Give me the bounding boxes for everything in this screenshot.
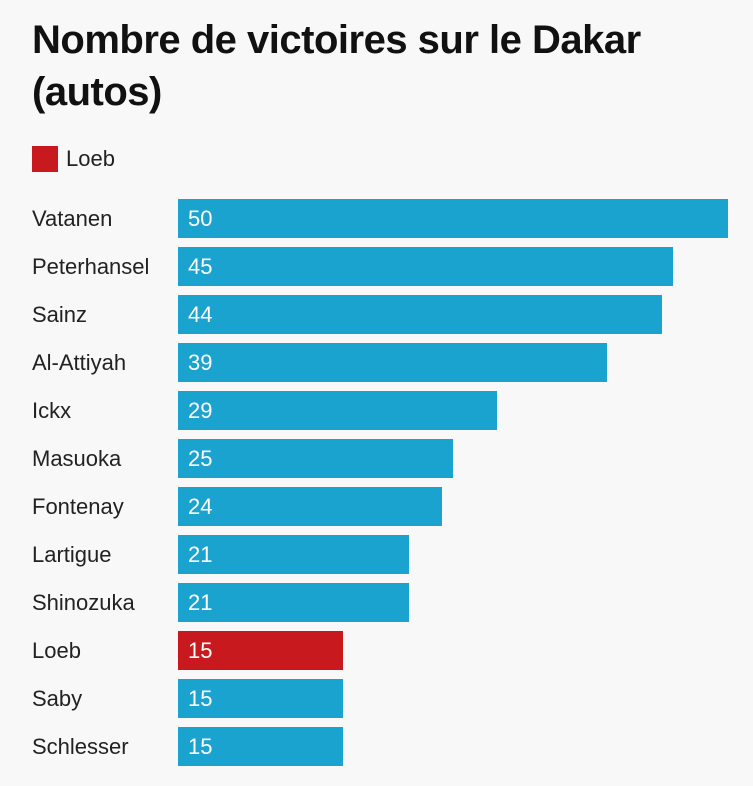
category-label-fontenay: Fontenay [32, 494, 124, 519]
bar-peterhansel [178, 247, 673, 286]
category-label-ickx: Ickx [32, 398, 71, 423]
category-label-masuoka: Masuoka [32, 446, 122, 471]
value-label-al-attiyah: 39 [188, 350, 212, 375]
bar-saby [178, 679, 343, 718]
bar-vatanen [178, 199, 728, 238]
bar-loeb [178, 631, 343, 670]
bar-lartigue [178, 535, 409, 574]
category-label-sainz: Sainz [32, 302, 87, 327]
legend-swatch-loeb [32, 146, 58, 172]
value-label-vatanen: 50 [188, 206, 212, 231]
value-label-sainz: 44 [188, 302, 212, 327]
value-label-fontenay: 24 [188, 494, 212, 519]
chart-title: Nombre de victoires sur le Dakar (autos) [32, 18, 641, 114]
bar-al-attiyah [178, 343, 607, 382]
bar-fontenay [178, 487, 442, 526]
value-label-lartigue: 21 [188, 542, 212, 567]
category-label-schlesser: Schlesser [32, 734, 129, 759]
category-label-lartigue: Lartigue [32, 542, 112, 567]
category-label-saby: Saby [32, 686, 82, 711]
bar-schlesser [178, 727, 343, 766]
category-label-vatanen: Vatanen [32, 206, 112, 231]
bar-masuoka [178, 439, 453, 478]
value-label-loeb: 15 [188, 638, 212, 663]
bar-sainz [178, 295, 662, 334]
bar-shinozuka [178, 583, 409, 622]
value-label-masuoka: 25 [188, 446, 212, 471]
bar-ickx [178, 391, 497, 430]
category-label-peterhansel: Peterhansel [32, 254, 149, 279]
value-label-ickx: 29 [188, 398, 212, 423]
value-label-schlesser: 15 [188, 734, 212, 759]
category-label-loeb: Loeb [32, 638, 81, 663]
legend: Loeb [32, 146, 115, 172]
value-label-shinozuka: 21 [188, 590, 212, 615]
value-label-peterhansel: 45 [188, 254, 212, 279]
category-label-al-attiyah: Al-Attiyah [32, 350, 126, 375]
legend-label-loeb: Loeb [66, 146, 115, 171]
value-label-saby: 15 [188, 686, 212, 711]
category-label-shinozuka: Shinozuka [32, 590, 136, 615]
